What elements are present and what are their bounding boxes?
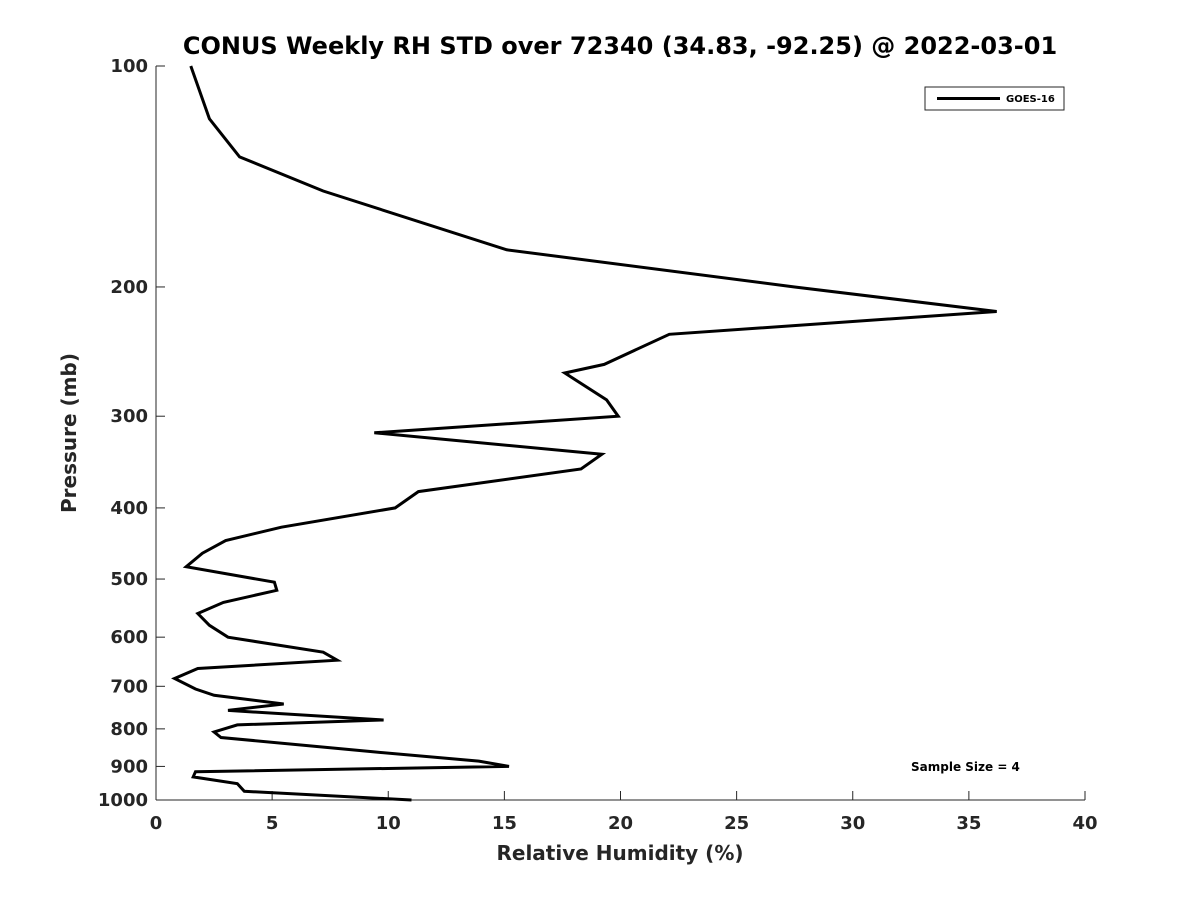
- series-layer: [171, 65, 997, 802]
- x-tick-label: 35: [956, 813, 981, 834]
- y-axis-label: Pressure (mb): [57, 353, 81, 513]
- x-axis-label: Relative Humidity (%): [496, 841, 743, 865]
- legend: GOES-16: [924, 86, 1065, 111]
- legend-label-goes-16: GOES-16: [1006, 94, 1055, 105]
- x-tick-label: 10: [376, 813, 401, 834]
- chart-title: CONUS Weekly RH STD over 72340 (34.83, -…: [183, 32, 1057, 60]
- x-tick-label: 25: [724, 813, 749, 834]
- y-tick-label: 600: [110, 627, 148, 648]
- x-tick-label: 40: [1072, 813, 1097, 834]
- y-tick-label: 300: [110, 406, 148, 427]
- x-tick-label: 5: [266, 813, 279, 834]
- x-ticks: 0 5 10 15 20 25 30 35 40: [150, 791, 1098, 834]
- y-tick-label: 400: [110, 498, 148, 519]
- y-tick-label: 1000: [98, 790, 148, 811]
- series-line-goes-16: [171, 65, 997, 802]
- y-tick-label: 200: [110, 277, 148, 298]
- y-tick-label: 700: [110, 676, 148, 697]
- y-ticks: 100 200 300 400 500 600 700 800 900 1000: [98, 56, 165, 811]
- x-tick-label: 15: [492, 813, 517, 834]
- sample-size-annotation: Sample Size = 4: [911, 760, 1020, 774]
- y-tick-label: 500: [110, 569, 148, 590]
- y-tick-label: 900: [110, 756, 148, 777]
- y-tick-label: 100: [110, 56, 148, 77]
- axes: [155, 66, 1085, 801]
- x-tick-label: 30: [840, 813, 865, 834]
- x-tick-label: 20: [608, 813, 633, 834]
- x-tick-label: 0: [150, 813, 163, 834]
- y-tick-label: 800: [110, 719, 148, 740]
